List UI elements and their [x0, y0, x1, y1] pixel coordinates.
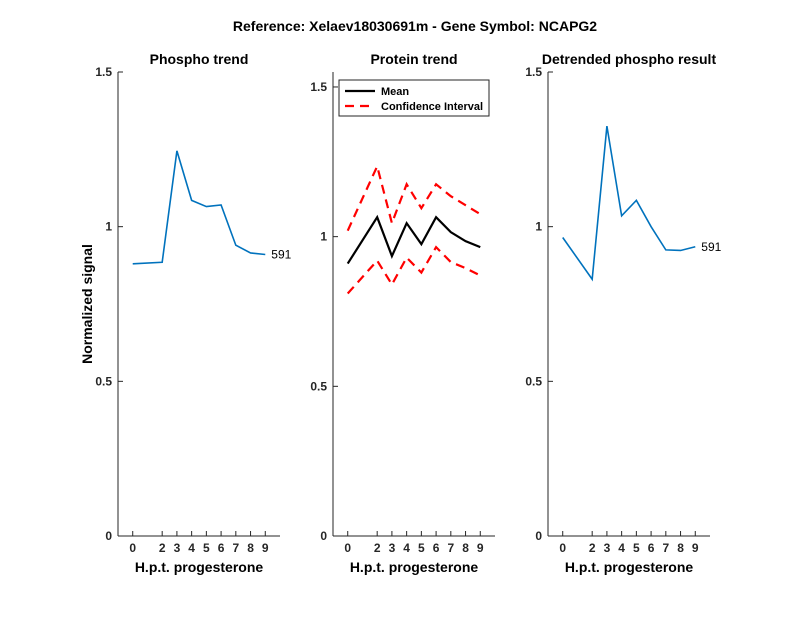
- x-axis-label: H.p.t. progesterone: [565, 559, 694, 575]
- ci-upper-line: [346, 163, 481, 232]
- y-tick-label: 0.5: [95, 374, 112, 388]
- x-tick-label: 0: [129, 541, 136, 555]
- x-tick-label: 9: [692, 541, 699, 555]
- y-tick-label: 1.5: [95, 65, 112, 79]
- x-tick-label: 6: [433, 541, 440, 555]
- x-tick-label: 4: [188, 541, 195, 555]
- legend-label: Confidence Interval: [381, 101, 483, 113]
- subplot-1: Phospho trend 0 0.5 1 1.5 0 2 3 4 5 6 7 8 9 H.p.t. pro…: [79, 51, 292, 575]
- x-tick-label: 6: [218, 541, 225, 555]
- mean-line: [346, 214, 481, 265]
- y-tick-label: 1.5: [525, 65, 542, 79]
- x-tick-label: 0: [559, 541, 566, 555]
- x-axis-label: H.p.t. progesterone: [135, 559, 264, 575]
- subplot-title: Detrended phospho result: [542, 51, 717, 67]
- ci-lower-line: [346, 245, 481, 295]
- series-end-label: 591: [271, 248, 291, 262]
- x-tick-label: 8: [247, 541, 254, 555]
- y-tick-label: 0.5: [525, 374, 542, 388]
- x-tick-label: 5: [633, 541, 640, 555]
- x-tick-label: 6: [648, 541, 655, 555]
- legend-box: [338, 79, 490, 117]
- x-axis-label: H.p.t. progesterone: [350, 559, 479, 575]
- y-tick-label: 1: [535, 220, 542, 234]
- x-tick-label: 2: [159, 541, 166, 555]
- x-tick-label: 4: [618, 541, 625, 555]
- x-tick-label: 3: [174, 541, 181, 555]
- x-tick-label: 7: [447, 541, 454, 555]
- x-tick-label: 4: [403, 541, 410, 555]
- x-tick-label: 5: [418, 541, 425, 555]
- x-tick-label: 3: [604, 541, 611, 555]
- x-tick-label: 8: [677, 541, 684, 555]
- y-tick-label: 0: [535, 529, 542, 543]
- x-tick-label: 9: [477, 541, 484, 555]
- series-end-label: 591: [701, 240, 721, 254]
- x-tick-label: 2: [374, 541, 381, 555]
- trend-line: [562, 126, 696, 282]
- y-tick-label: 0.5: [310, 379, 327, 393]
- x-tick-label: 8: [462, 541, 469, 555]
- x-tick-label: 5: [203, 541, 210, 555]
- x-tick-label: 2: [589, 541, 596, 555]
- y-tick-label: 1.5: [310, 80, 327, 94]
- x-tick-label: 0: [344, 541, 351, 555]
- legend: Mean Confidence Interval: [338, 79, 490, 117]
- legend-label: Mean: [381, 86, 409, 98]
- y-tick-label: 0: [320, 529, 327, 543]
- subplot-3: Detrended phospho result 0 0.5 1 1.5 0 2 3 4 5 6 7 8…: [525, 51, 721, 575]
- y-tick-label: 1: [105, 220, 112, 234]
- x-tick-label: 7: [232, 541, 239, 555]
- x-tick-label: 3: [389, 541, 396, 555]
- subplot-2: Protein trend 0 0.5 1 1.5 0 2 3 4 5 6 7 8 9 H.p.t. pro…: [310, 51, 495, 575]
- subplot-title: Protein trend: [370, 51, 457, 67]
- x-tick-label: 9: [262, 541, 269, 555]
- figure-suptitle: Reference: Xelaev18030691m - Gene Symbol…: [233, 18, 597, 34]
- y-tick-label: 1: [320, 230, 327, 244]
- subplot-title: Phospho trend: [150, 51, 249, 67]
- y-axis-label: Normalized signal: [79, 244, 95, 364]
- x-tick-label: 7: [662, 541, 669, 555]
- trend-line: [132, 150, 266, 265]
- y-tick-label: 0: [105, 529, 112, 543]
